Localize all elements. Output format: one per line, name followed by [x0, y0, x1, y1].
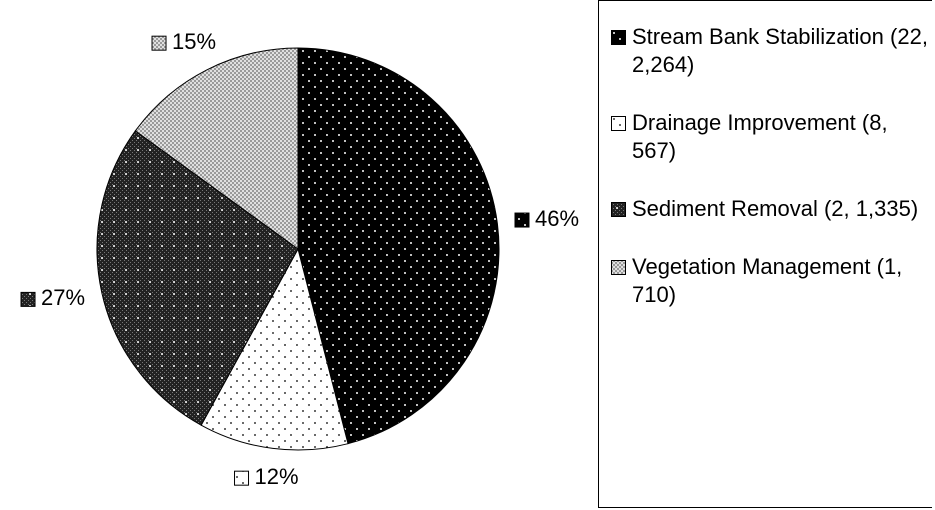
- legend-swatch: [611, 30, 626, 45]
- data-label: 27%: [20, 285, 85, 310]
- legend-swatch: [611, 260, 626, 275]
- legend: Stream Bank Stabilization (22, 2,264) Dra…: [598, 0, 932, 508]
- legend-item: Sediment Removal (2, 1,335): [611, 195, 932, 223]
- data-label: 12%: [234, 464, 299, 489]
- pie-slice: [134, 47, 299, 250]
- label-swatch: [234, 470, 250, 486]
- label-swatch: [514, 212, 530, 228]
- legend-label: Drainage Improvement (8, 567): [632, 110, 888, 163]
- data-label-text: 15%: [172, 29, 216, 54]
- data-label-text: 46%: [535, 206, 579, 231]
- legend-item: Vegetation Management (1, 710): [611, 253, 932, 309]
- pie-slice: [297, 47, 500, 445]
- legend-label: Sediment Removal (2, 1,335): [632, 196, 919, 221]
- pie-slice: [200, 247, 349, 451]
- label-swatch: [20, 291, 36, 307]
- legend-swatch: [611, 116, 626, 131]
- pie-slice: [96, 130, 299, 426]
- data-label-text: 27%: [41, 285, 85, 310]
- chart: 46% 12% 27% 15%: [20, 29, 579, 489]
- data-label: 46%: [514, 206, 579, 231]
- data-label-text: 12%: [255, 464, 299, 489]
- legend-item: Drainage Improvement (8, 567): [611, 109, 932, 165]
- legend-item: Stream Bank Stabilization (22, 2,264): [611, 23, 932, 79]
- legend-label: Vegetation Management (1, 710): [632, 254, 903, 307]
- legend-swatch: [611, 202, 626, 217]
- data-label: 15%: [151, 29, 216, 54]
- legend-label: Stream Bank Stabilization (22, 2,264): [632, 24, 928, 77]
- label-swatch: [151, 35, 167, 51]
